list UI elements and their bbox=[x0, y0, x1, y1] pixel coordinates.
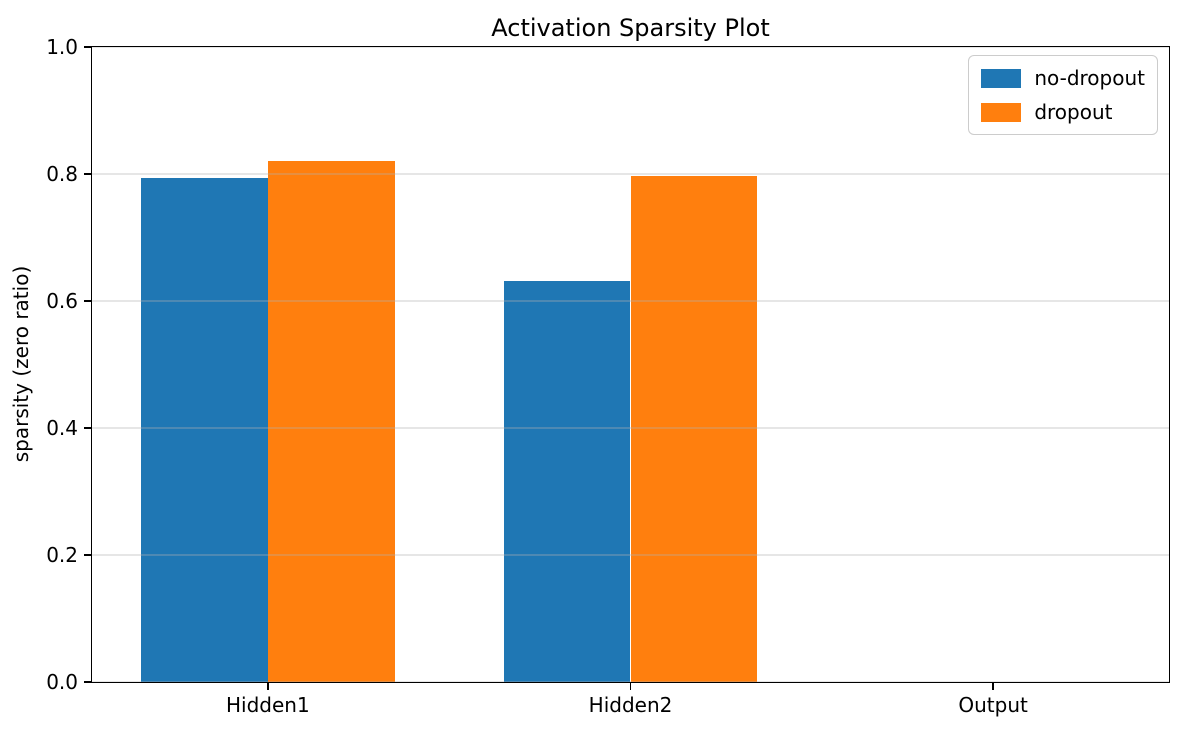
y-tick-mark bbox=[84, 300, 92, 302]
y-tick-label: 0.4 bbox=[46, 416, 78, 440]
legend: no-dropout dropout bbox=[968, 55, 1158, 135]
bar-no-dropout-hidden2 bbox=[503, 281, 631, 682]
legend-item-dropout: dropout bbox=[981, 100, 1145, 124]
y-tick-mark bbox=[84, 173, 92, 175]
bar-dropout-hidden1 bbox=[267, 160, 395, 682]
legend-label-dropout: dropout bbox=[1034, 100, 1113, 124]
y-tick-label: 0.0 bbox=[46, 670, 78, 694]
y-tick-mark bbox=[84, 46, 92, 48]
legend-swatch-dropout bbox=[981, 102, 1022, 122]
y-tick-mark bbox=[84, 554, 92, 556]
x-tick-mark bbox=[629, 682, 632, 690]
gridline bbox=[92, 173, 1169, 175]
x-tick-mark bbox=[992, 682, 994, 690]
y-tick-label: 0.8 bbox=[46, 162, 78, 186]
y-tick-mark bbox=[84, 681, 92, 683]
y-tick-label: 0.2 bbox=[46, 543, 78, 567]
legend-swatch-no-dropout bbox=[981, 68, 1022, 88]
legend-item-no-dropout: no-dropout bbox=[981, 66, 1145, 90]
gridline bbox=[92, 427, 1169, 429]
bar-dropout-hidden2 bbox=[630, 175, 758, 682]
x-tick-label-hidden2: Hidden2 bbox=[588, 693, 673, 717]
x-tick-mark bbox=[267, 682, 269, 690]
y-tick-label: 0.6 bbox=[46, 289, 78, 313]
gridline bbox=[92, 554, 1169, 556]
x-tick-label-output: Output bbox=[958, 693, 1028, 717]
plot-area bbox=[92, 46, 1169, 683]
legend-label-no-dropout: no-dropout bbox=[1034, 66, 1145, 90]
gridline bbox=[92, 46, 1169, 48]
y-tick-mark bbox=[84, 427, 92, 429]
x-tick-label-hidden1: Hidden1 bbox=[226, 693, 310, 717]
gridline bbox=[92, 300, 1169, 302]
y-tick-label: 1.0 bbox=[46, 35, 78, 59]
chart-title: Activation Sparsity Plot bbox=[491, 14, 770, 42]
bar-no-dropout-hidden1 bbox=[140, 177, 268, 682]
